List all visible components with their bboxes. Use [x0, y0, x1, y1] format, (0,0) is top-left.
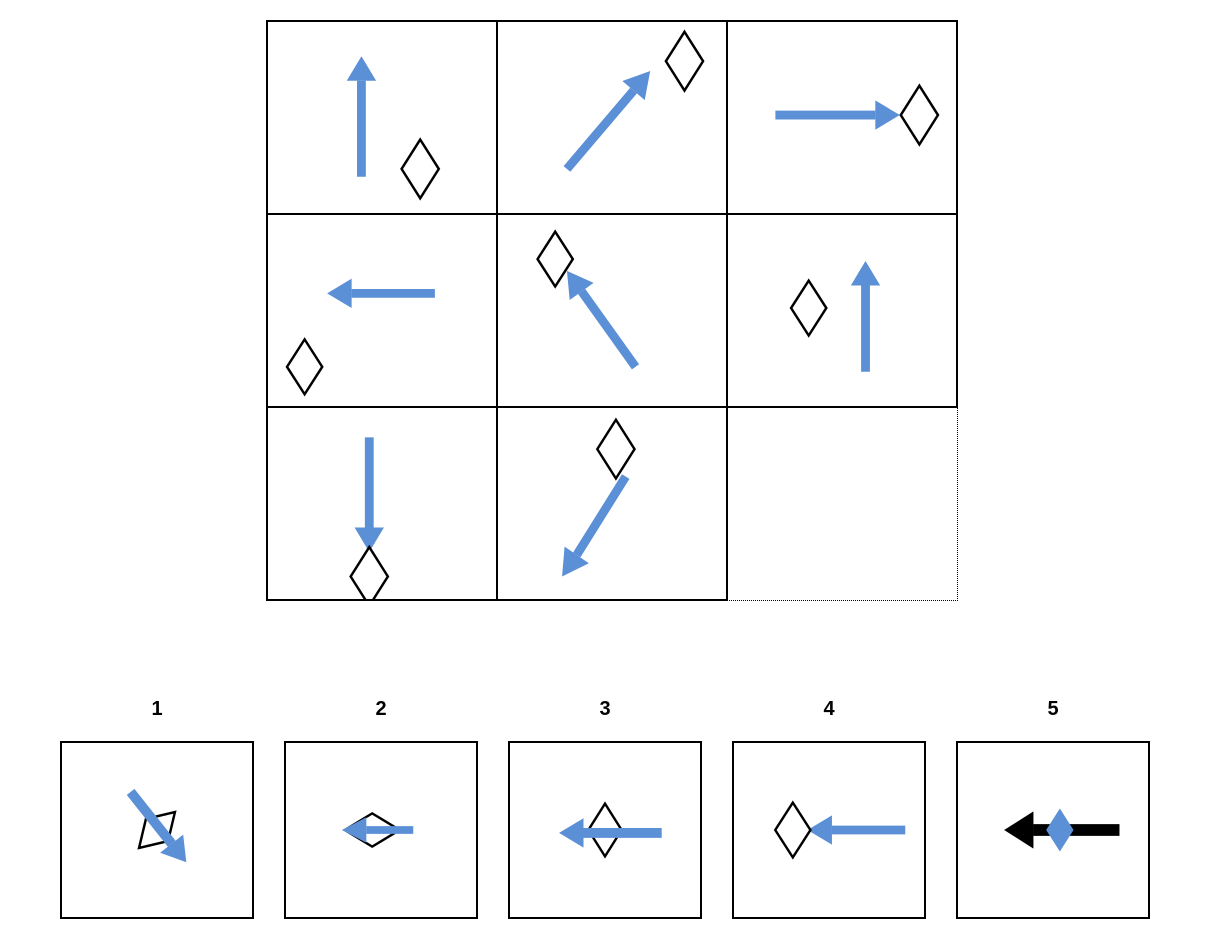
matrix-grid — [266, 20, 962, 599]
matrix-cell-2 — [726, 20, 958, 215]
matrix-cell-5 — [726, 213, 958, 408]
answer-cell — [956, 741, 1150, 919]
answer-cell — [284, 741, 478, 919]
answer-option-5[interactable]: 5 — [956, 698, 1150, 919]
answer-cell — [732, 741, 926, 919]
puzzle-page: 1 2 3 4 5 — [0, 0, 1230, 950]
answer-cell — [60, 741, 254, 919]
matrix-cell-6 — [266, 406, 498, 601]
answer-cell — [508, 741, 702, 919]
matrix-cell-8 — [726, 406, 958, 601]
answer-label: 3 — [599, 698, 610, 721]
answer-option-1[interactable]: 1 — [60, 698, 254, 919]
matrix-cell-0 — [266, 20, 498, 215]
matrix-cell-1 — [496, 20, 728, 215]
answer-option-2[interactable]: 2 — [284, 698, 478, 919]
answer-option-3[interactable]: 3 — [508, 698, 702, 919]
answer-label: 2 — [375, 698, 386, 721]
answer-row: 1 2 3 4 5 — [60, 698, 1150, 919]
matrix-cell-7 — [496, 406, 728, 601]
matrix-cell-3 — [266, 213, 498, 408]
answer-label: 5 — [1047, 698, 1058, 721]
answer-option-4[interactable]: 4 — [732, 698, 926, 919]
answer-label: 1 — [151, 698, 162, 721]
answer-label: 4 — [823, 698, 834, 721]
matrix-cell-4 — [496, 213, 728, 408]
